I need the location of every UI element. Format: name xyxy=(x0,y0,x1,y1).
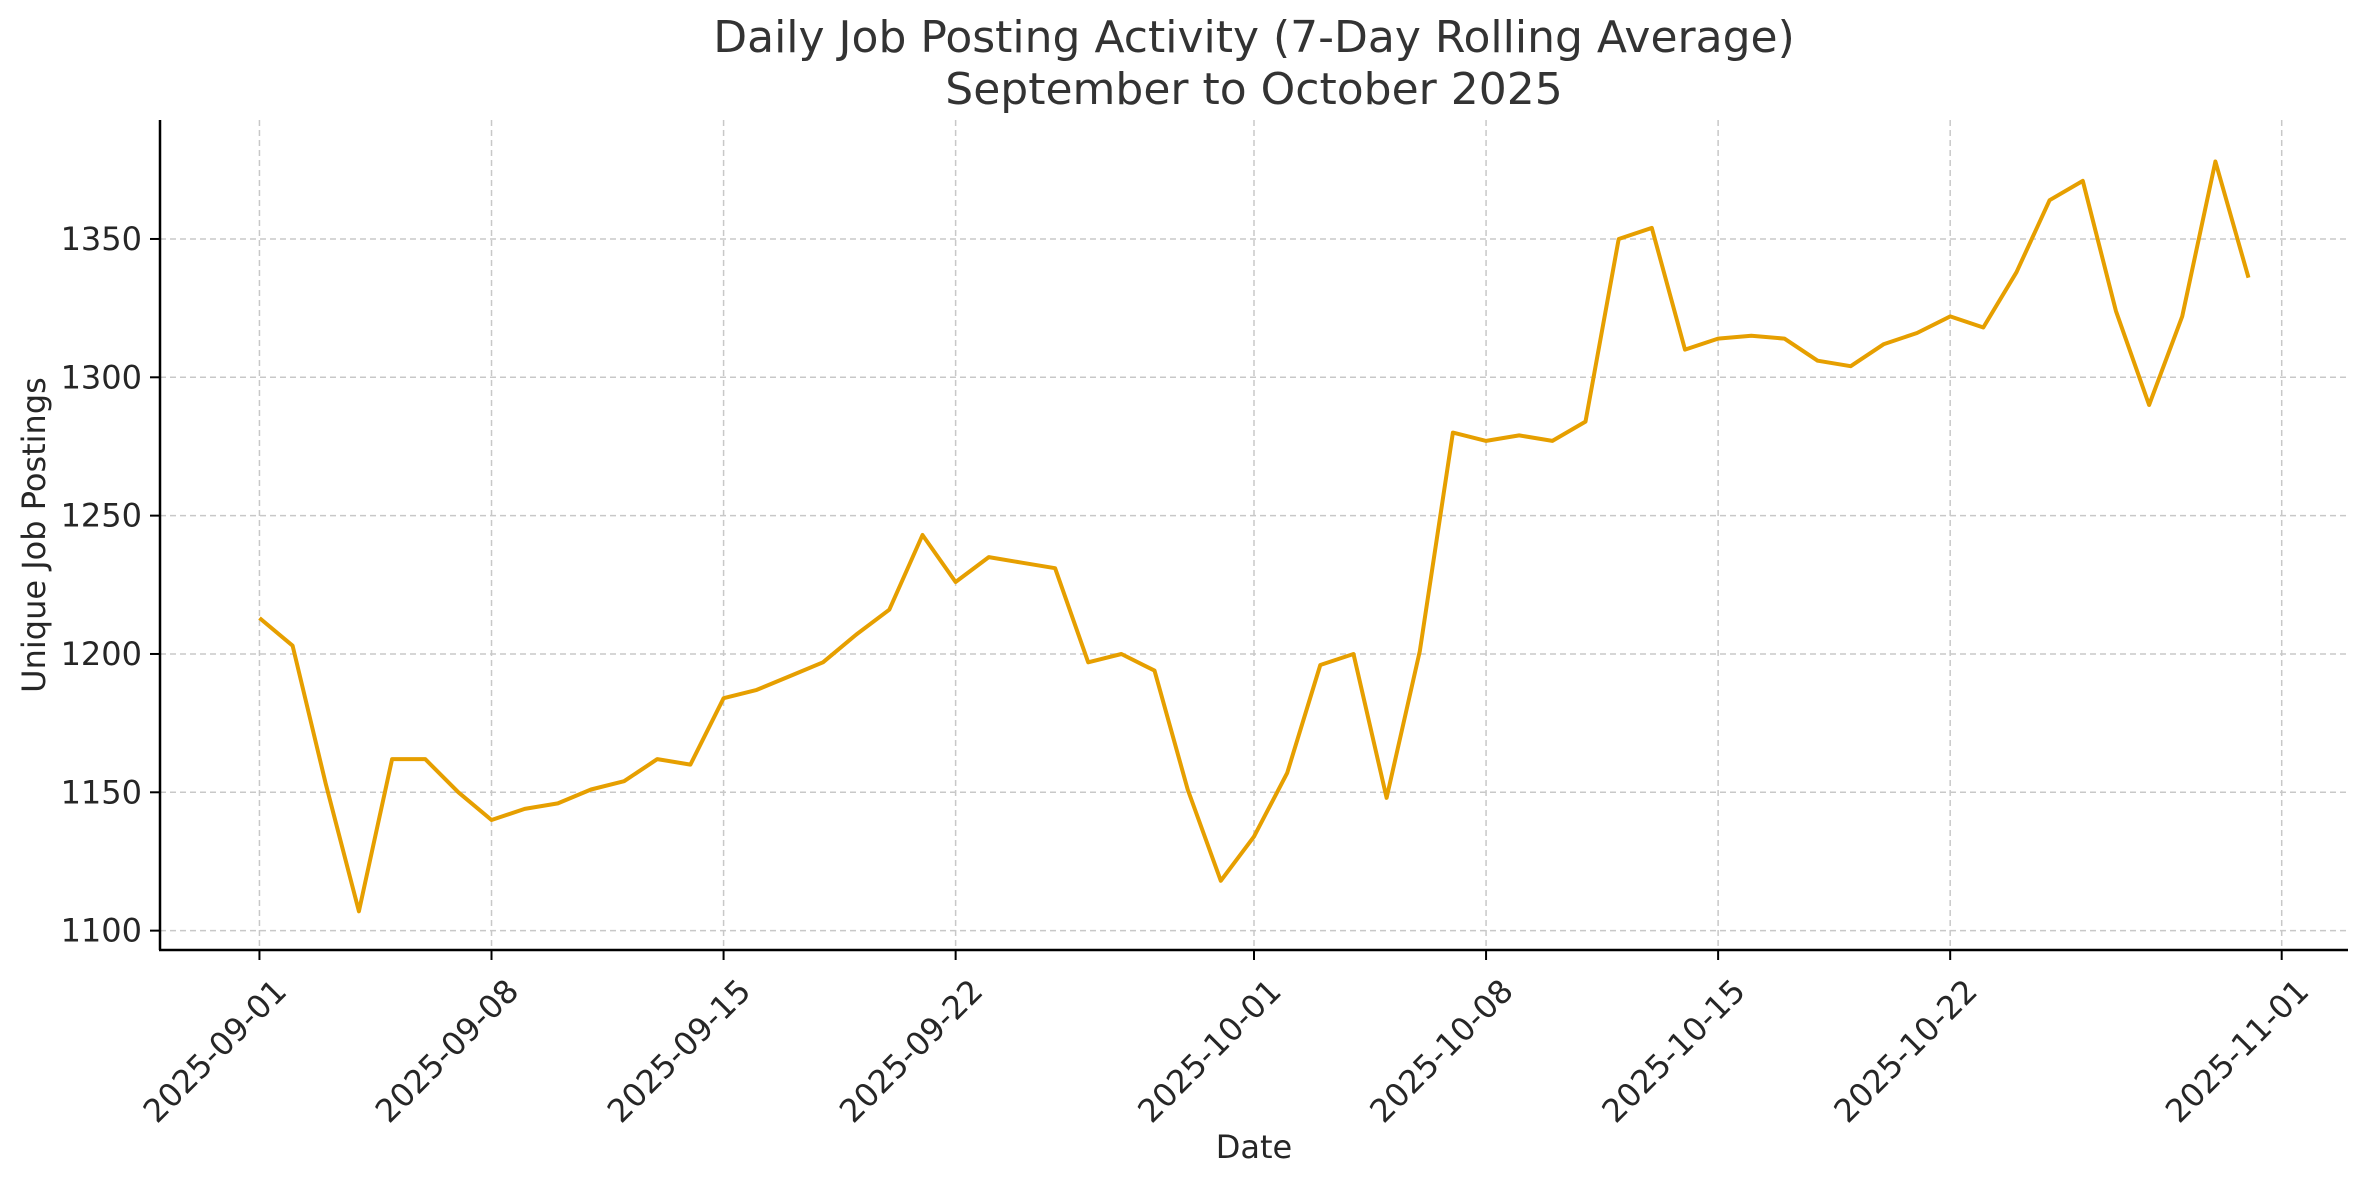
y-axis-ticks: 1100 1150 1200 1250 1300 1350 xyxy=(61,220,160,950)
x-axis-label: Date xyxy=(1216,1128,1292,1166)
y-tick-label: 1300 xyxy=(61,358,142,396)
x-tick-label: 2025-09-08 xyxy=(368,972,526,1130)
series-line xyxy=(258,159,2251,914)
y-tick-label: 1100 xyxy=(61,912,142,950)
y-tick-label: 1350 xyxy=(61,220,142,258)
x-tick-label: 2025-10-08 xyxy=(1362,972,1520,1130)
y-tick-label: 1150 xyxy=(61,773,142,811)
chart-title: Daily Job Posting Activity (7-Day Rollin… xyxy=(713,12,1795,63)
x-tick-label: 2025-10-01 xyxy=(1130,972,1288,1130)
x-tick-label: 2025-10-15 xyxy=(1594,972,1752,1130)
x-tick-label: 2025-09-22 xyxy=(832,972,990,1130)
x-tick-label: 2025-10-22 xyxy=(1826,972,1984,1130)
y-tick-label: 1250 xyxy=(61,497,142,535)
chart-subtitle: September to October 2025 xyxy=(945,64,1562,115)
x-tick-label: 2025-11-01 xyxy=(2158,972,2316,1130)
y-axis-label: Unique Job Postings xyxy=(15,377,53,693)
grid-lines xyxy=(160,120,2348,950)
x-tick-label: 2025-09-15 xyxy=(600,972,758,1130)
y-tick-label: 1200 xyxy=(61,635,142,673)
x-tick-label: 2025-09-01 xyxy=(136,972,294,1130)
x-axis-ticks: 2025-09-01 2025-09-08 2025-09-15 2025-09-22… xyxy=(136,950,2316,1130)
